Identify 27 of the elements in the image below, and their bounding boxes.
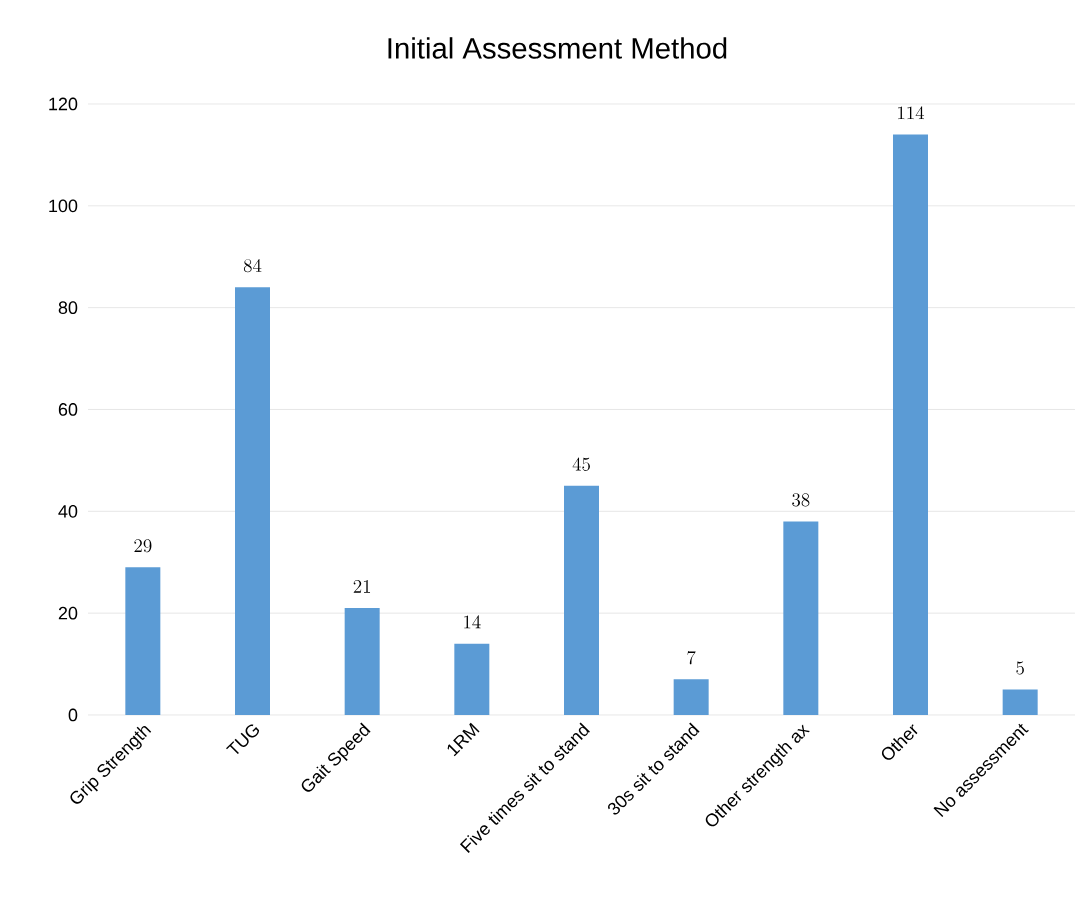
y-tick-label: 40	[58, 504, 78, 518]
data-label: 21	[353, 579, 371, 593]
y-tick-label: 100	[49, 199, 78, 213]
bar	[893, 134, 928, 715]
bar	[454, 643, 490, 715]
data-label: 84	[243, 258, 262, 273]
bar	[125, 567, 161, 715]
data-label: 5	[1016, 661, 1024, 675]
bar	[1002, 689, 1038, 715]
bar	[783, 521, 819, 715]
y-tick-label: 60	[58, 403, 78, 416]
data-label: 14	[464, 615, 481, 629]
bar	[673, 679, 709, 715]
data-label: 38	[792, 493, 810, 507]
y-tick-label: 120	[49, 97, 78, 111]
bar	[344, 608, 380, 715]
data-label: 29	[134, 539, 152, 553]
data-label: 7	[687, 650, 696, 665]
data-label: 114	[898, 106, 925, 120]
x-tick-label: TUG	[226, 724, 260, 755]
bar	[235, 287, 270, 715]
y-tick-label: 20	[58, 606, 78, 620]
y-tick-label: 0	[68, 708, 78, 722]
chart-title: Initial Assessment Method	[388, 37, 727, 59]
y-tick-label: 80	[58, 301, 78, 315]
data-label: 45	[572, 457, 590, 471]
bar	[564, 485, 599, 715]
